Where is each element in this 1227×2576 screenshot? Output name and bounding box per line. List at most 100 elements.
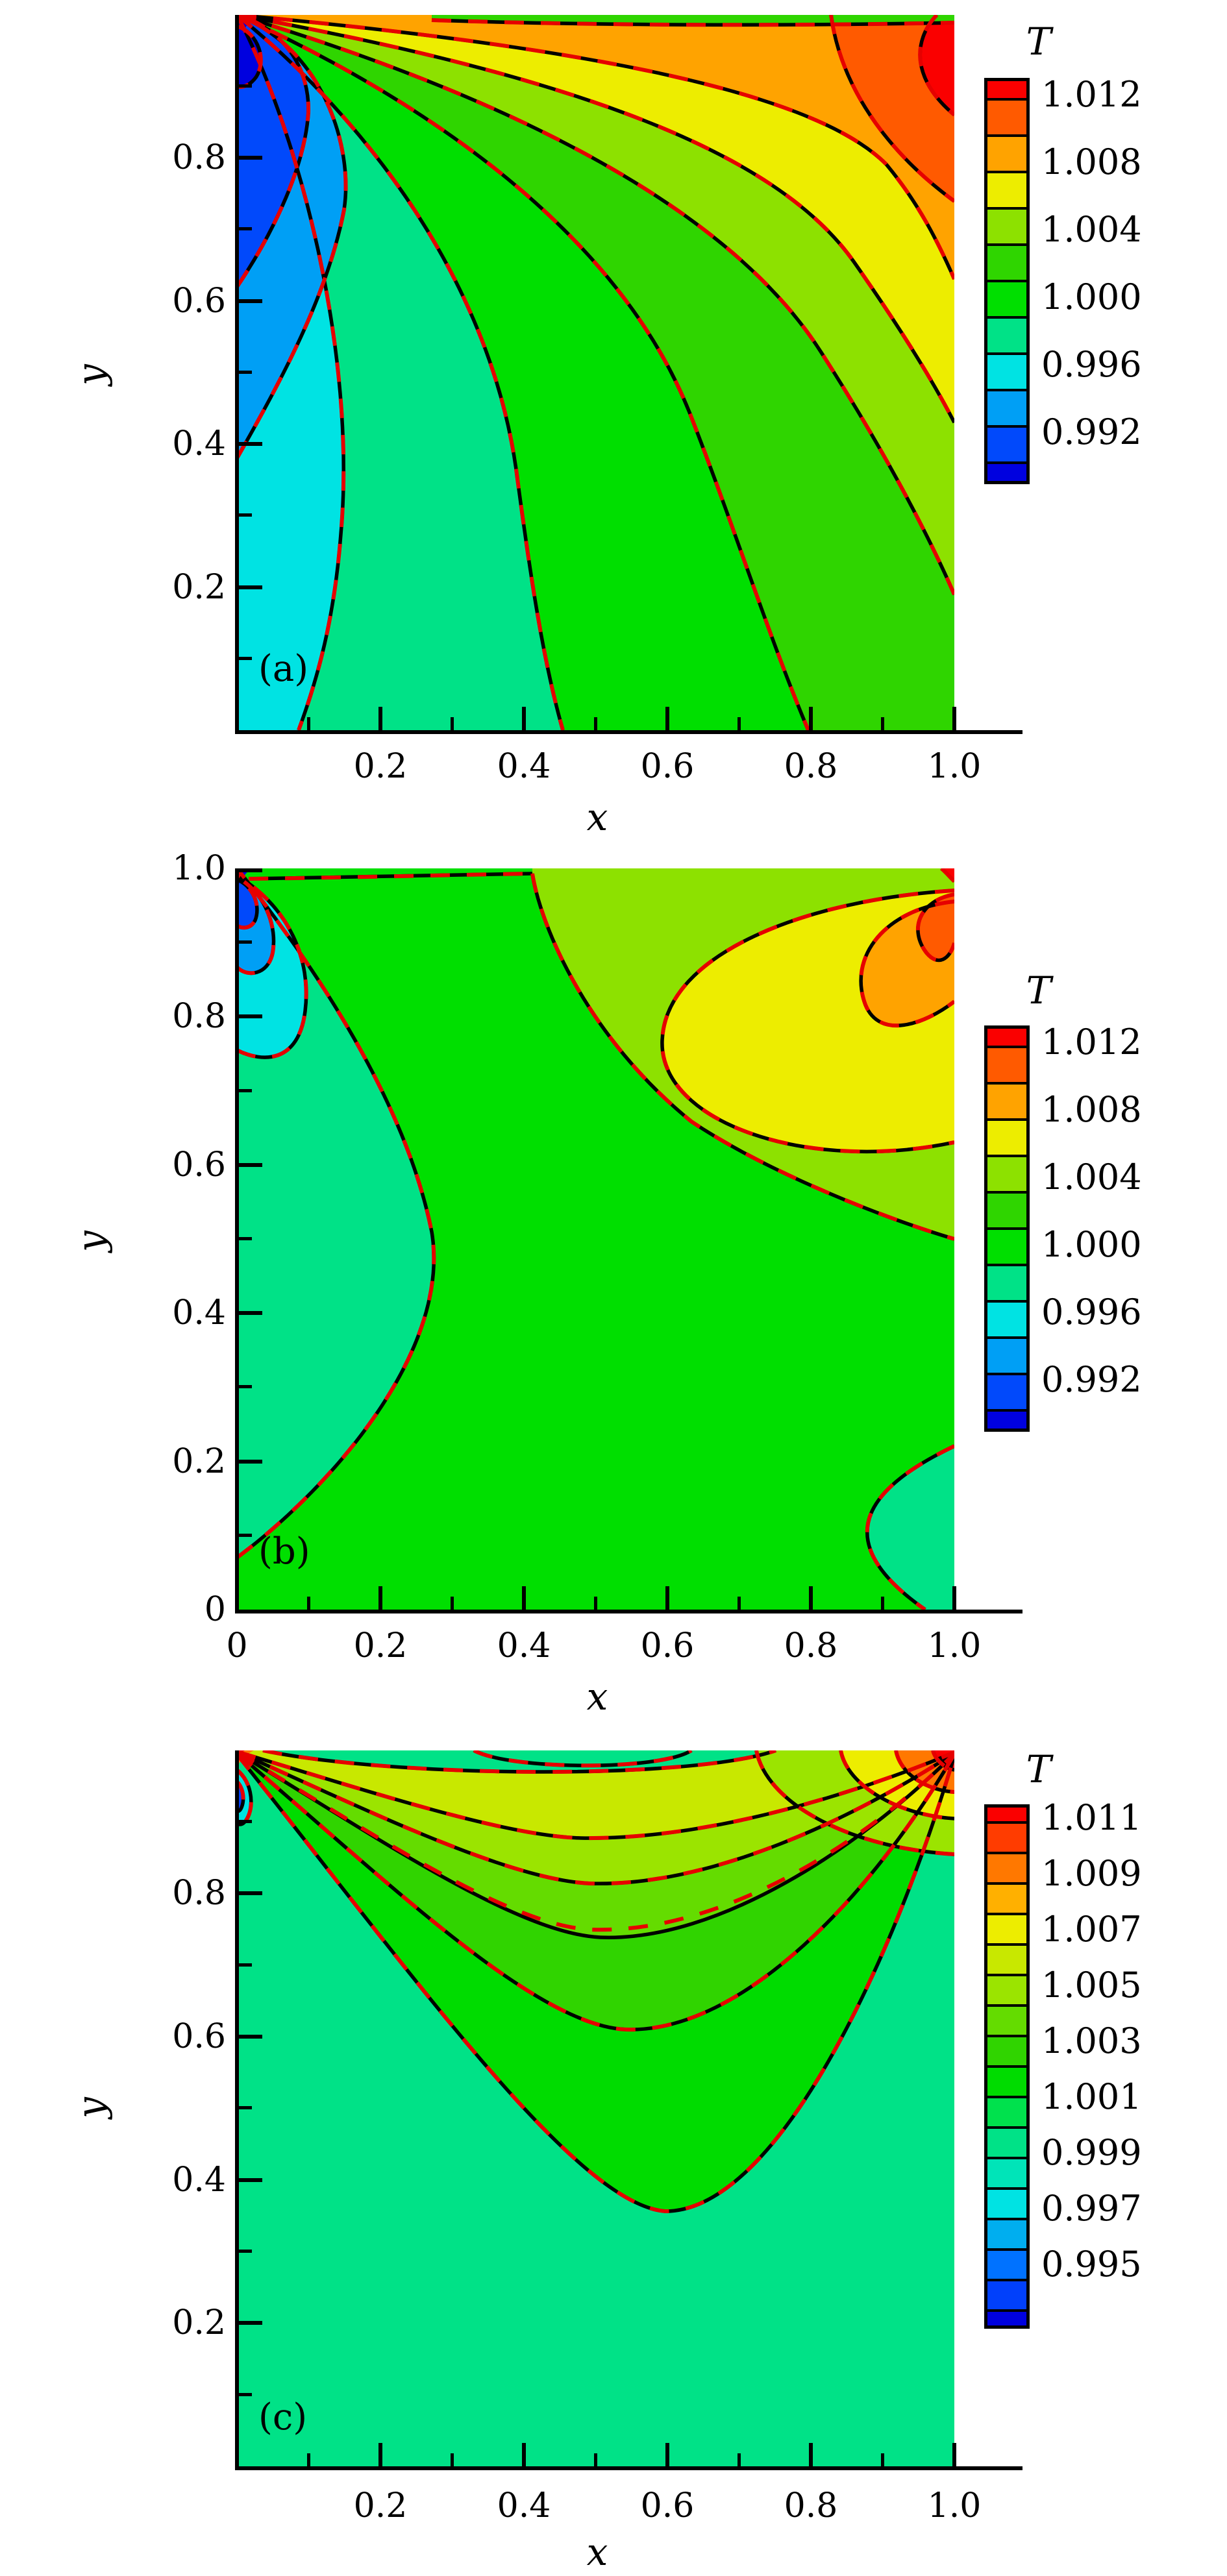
panel-c-contour-plot — [237, 1750, 954, 2466]
panel-a-contour-lines-dashed — [237, 15, 954, 730]
panel-c-contour-fills — [237, 1750, 954, 2466]
colorbar-segment — [987, 1943, 1026, 1974]
tick — [594, 717, 597, 730]
tick — [239, 2321, 262, 2325]
colorbar-segment — [987, 1913, 1026, 1943]
panel-b-y-tick-label: 0.8 — [172, 997, 226, 1036]
tick — [881, 717, 884, 730]
panel-a-colorbar-label: 1.008 — [1041, 141, 1142, 182]
tick — [239, 2393, 252, 2396]
panel-b-x-tick-label: 0.2 — [353, 1626, 408, 1665]
tick — [239, 657, 252, 660]
tick — [239, 1820, 252, 1823]
panel-c-colorbar-label: 1.001 — [1041, 2076, 1142, 2117]
tick — [239, 1460, 262, 1464]
panel-a-colorbar-title: T — [1026, 19, 1052, 64]
tick — [239, 1237, 252, 1240]
panel-b-x-axis — [235, 1610, 1022, 1613]
tick — [881, 2453, 884, 2466]
colorbar-segment — [987, 1409, 1026, 1429]
panel-a-colorbar — [984, 78, 1030, 484]
panel-a-colorbar-label: 1.004 — [1041, 209, 1142, 250]
panel-a-contour-fills — [237, 15, 954, 730]
colorbar-segment — [987, 134, 1026, 171]
colorbar-segment — [987, 1082, 1026, 1118]
tick — [809, 707, 813, 730]
panel-c-colorbar-label: 1.003 — [1041, 2020, 1142, 2061]
tick — [239, 1163, 262, 1167]
panel-c-x-axis — [235, 2466, 1022, 2470]
panel-c-colorbar — [984, 1804, 1030, 2329]
tick — [378, 707, 382, 730]
panel-a-label: (a) — [258, 648, 309, 690]
tick — [239, 371, 252, 374]
panel-a-x-tick-label: 1.0 — [927, 747, 982, 786]
colorbar-segment — [987, 1974, 1026, 2004]
panel-a-y-tick-label: 0.2 — [172, 568, 226, 607]
colorbar-segment — [987, 1118, 1026, 1155]
panel-c-colorbar-label: 0.997 — [1041, 2188, 1142, 2229]
colorbar-segment — [987, 280, 1026, 316]
panel-c-x-tick-label: 0.8 — [784, 2486, 838, 2525]
panel-a-x-tick-label: 0.8 — [784, 747, 838, 786]
panel-b-x-tick-label: 1.0 — [927, 1626, 982, 1665]
tick — [594, 2453, 597, 2466]
colorbar-segment — [987, 2218, 1026, 2248]
panel-c-y-axis-title: y — [69, 2097, 113, 2118]
panel-b-contour-plot — [237, 868, 954, 1610]
tick — [307, 717, 310, 730]
tick — [239, 1891, 262, 1895]
colorbar-segment — [987, 2126, 1026, 2157]
colorbar-segment — [987, 1155, 1026, 1191]
tick — [239, 2035, 262, 2039]
colorbar-segment — [987, 316, 1026, 352]
colorbar-segment — [987, 171, 1026, 207]
tick — [239, 1311, 262, 1315]
panel-a-x-tick-label: 0.6 — [640, 747, 695, 786]
panel-c-x-tick-label: 0.4 — [497, 2486, 551, 2525]
panel-b-colorbar-label: 0.996 — [1041, 1292, 1142, 1332]
tick — [451, 2453, 454, 2466]
tick — [737, 2453, 741, 2466]
tick — [809, 1586, 813, 1610]
panel-c-y-tick-label: 0.8 — [172, 1874, 226, 1913]
tick — [522, 707, 526, 730]
panel-c-label: (c) — [258, 2396, 308, 2438]
panel-b-colorbar — [984, 1025, 1030, 1432]
colorbar-segment — [987, 243, 1026, 280]
tick — [239, 1089, 252, 1092]
panel-a-contour-plot — [237, 15, 954, 730]
colorbar-segment — [987, 2004, 1026, 2035]
colorbar-segment — [987, 2248, 1026, 2279]
tick — [378, 1586, 382, 1610]
panel-c-contour-lines-dashed — [237, 1750, 954, 2214]
tick — [451, 717, 454, 730]
colorbar-segment — [987, 1264, 1026, 1300]
panel-c-x-tick-label: 0.6 — [640, 2486, 695, 2525]
panel-a-colorbar-label: 1.012 — [1041, 74, 1142, 115]
panel-b-label: (b) — [258, 1530, 310, 1573]
colorbar-segment — [987, 1852, 1026, 1882]
tick — [239, 868, 262, 872]
panel-a-x-axis-title: x — [586, 795, 608, 839]
tick — [737, 717, 741, 730]
colorbar-segment — [987, 425, 1026, 461]
panel-c-colorbar-label: 1.009 — [1041, 1853, 1142, 1894]
tick — [239, 1385, 252, 1388]
colorbar-segment — [987, 1808, 1026, 1821]
tick — [522, 1586, 526, 1610]
panel-c-colorbar-label: 0.995 — [1041, 2244, 1142, 2285]
panel-a-y-axis — [235, 15, 239, 734]
colorbar-segment — [987, 81, 1026, 98]
panel-a-x-axis — [235, 730, 1022, 734]
panel-b-colorbar-label: 1.008 — [1041, 1089, 1142, 1130]
panel-c-colorbar-title: T — [1026, 1747, 1052, 1791]
colorbar-segment — [987, 389, 1026, 425]
tick — [239, 1963, 252, 1967]
colorbar-segment — [987, 2035, 1026, 2065]
colorbar-segment — [987, 1882, 1026, 1913]
colorbar-segment — [987, 2187, 1026, 2218]
tick — [522, 2443, 526, 2466]
panel-a-x-tick-label: 0.4 — [497, 747, 551, 786]
